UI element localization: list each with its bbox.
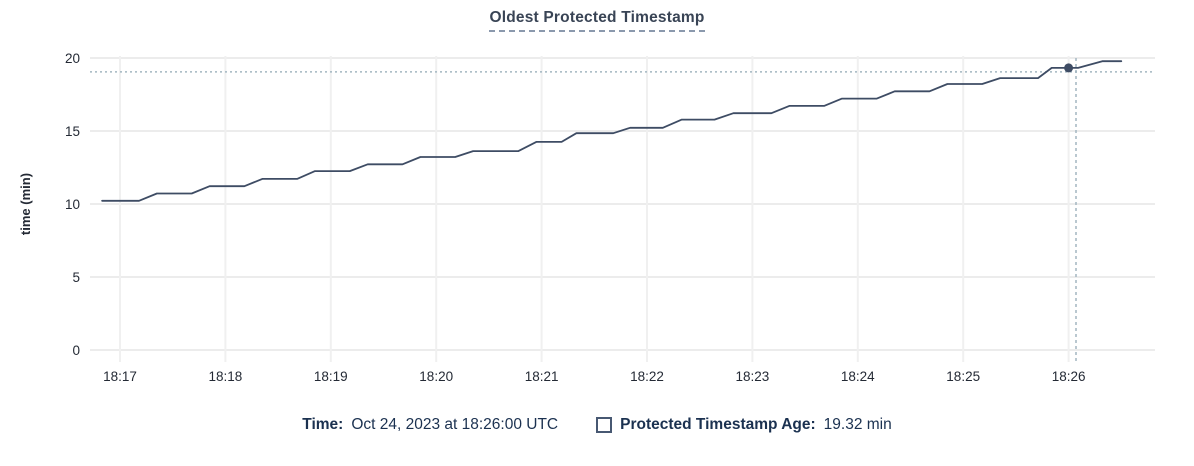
x-tick-label: 18:24 — [841, 369, 875, 384]
chart-title[interactable]: Oldest Protected Timestamp — [489, 9, 705, 32]
y-tick-label: 20 — [65, 51, 80, 66]
series-label: Protected Timestamp Age: — [620, 416, 816, 433]
series-value: 19.32 min — [823, 416, 892, 433]
x-tick-label: 18:19 — [314, 369, 348, 384]
timeseries-plot[interactable]: 0 5 10 15 20 18:17 18:18 18:19 18:20 18:21 18:22 18… — [0, 0, 1194, 400]
legend-swatch-icon[interactable] — [596, 417, 613, 433]
x-tick-label: 18:26 — [1052, 369, 1086, 384]
y-tick-label: 15 — [65, 124, 80, 139]
x-tick-label: 18:20 — [419, 369, 453, 384]
time-label: Time: — [302, 416, 344, 433]
y-tick-label: 10 — [65, 197, 80, 212]
x-tick-label: 18:21 — [525, 369, 559, 384]
x-tick-label: 18:17 — [103, 369, 137, 384]
data-point-dot[interactable] — [1064, 63, 1074, 73]
y-tick-label: 0 — [72, 343, 80, 358]
chart-title-row: Oldest Protected Timestamp — [0, 9, 1194, 32]
x-tick-label: 18:25 — [946, 369, 980, 384]
series-line — [101, 60, 1123, 202]
legend-item-protected-timestamp-age[interactable]: Protected Timestamp Age: 19.32 min — [596, 416, 892, 434]
y-axis-label: time (min) — [18, 173, 33, 235]
x-tick-label: 18:22 — [630, 369, 664, 384]
chart-footer: Time: Oct 24, 2023 at 18:26:00 UTC Prote… — [0, 416, 1194, 434]
x-tick-label: 18:18 — [209, 369, 243, 384]
y-tick-label: 5 — [72, 270, 80, 285]
x-tick-label: 18:23 — [736, 369, 770, 384]
time-value: Oct 24, 2023 at 18:26:00 UTC — [351, 416, 559, 433]
